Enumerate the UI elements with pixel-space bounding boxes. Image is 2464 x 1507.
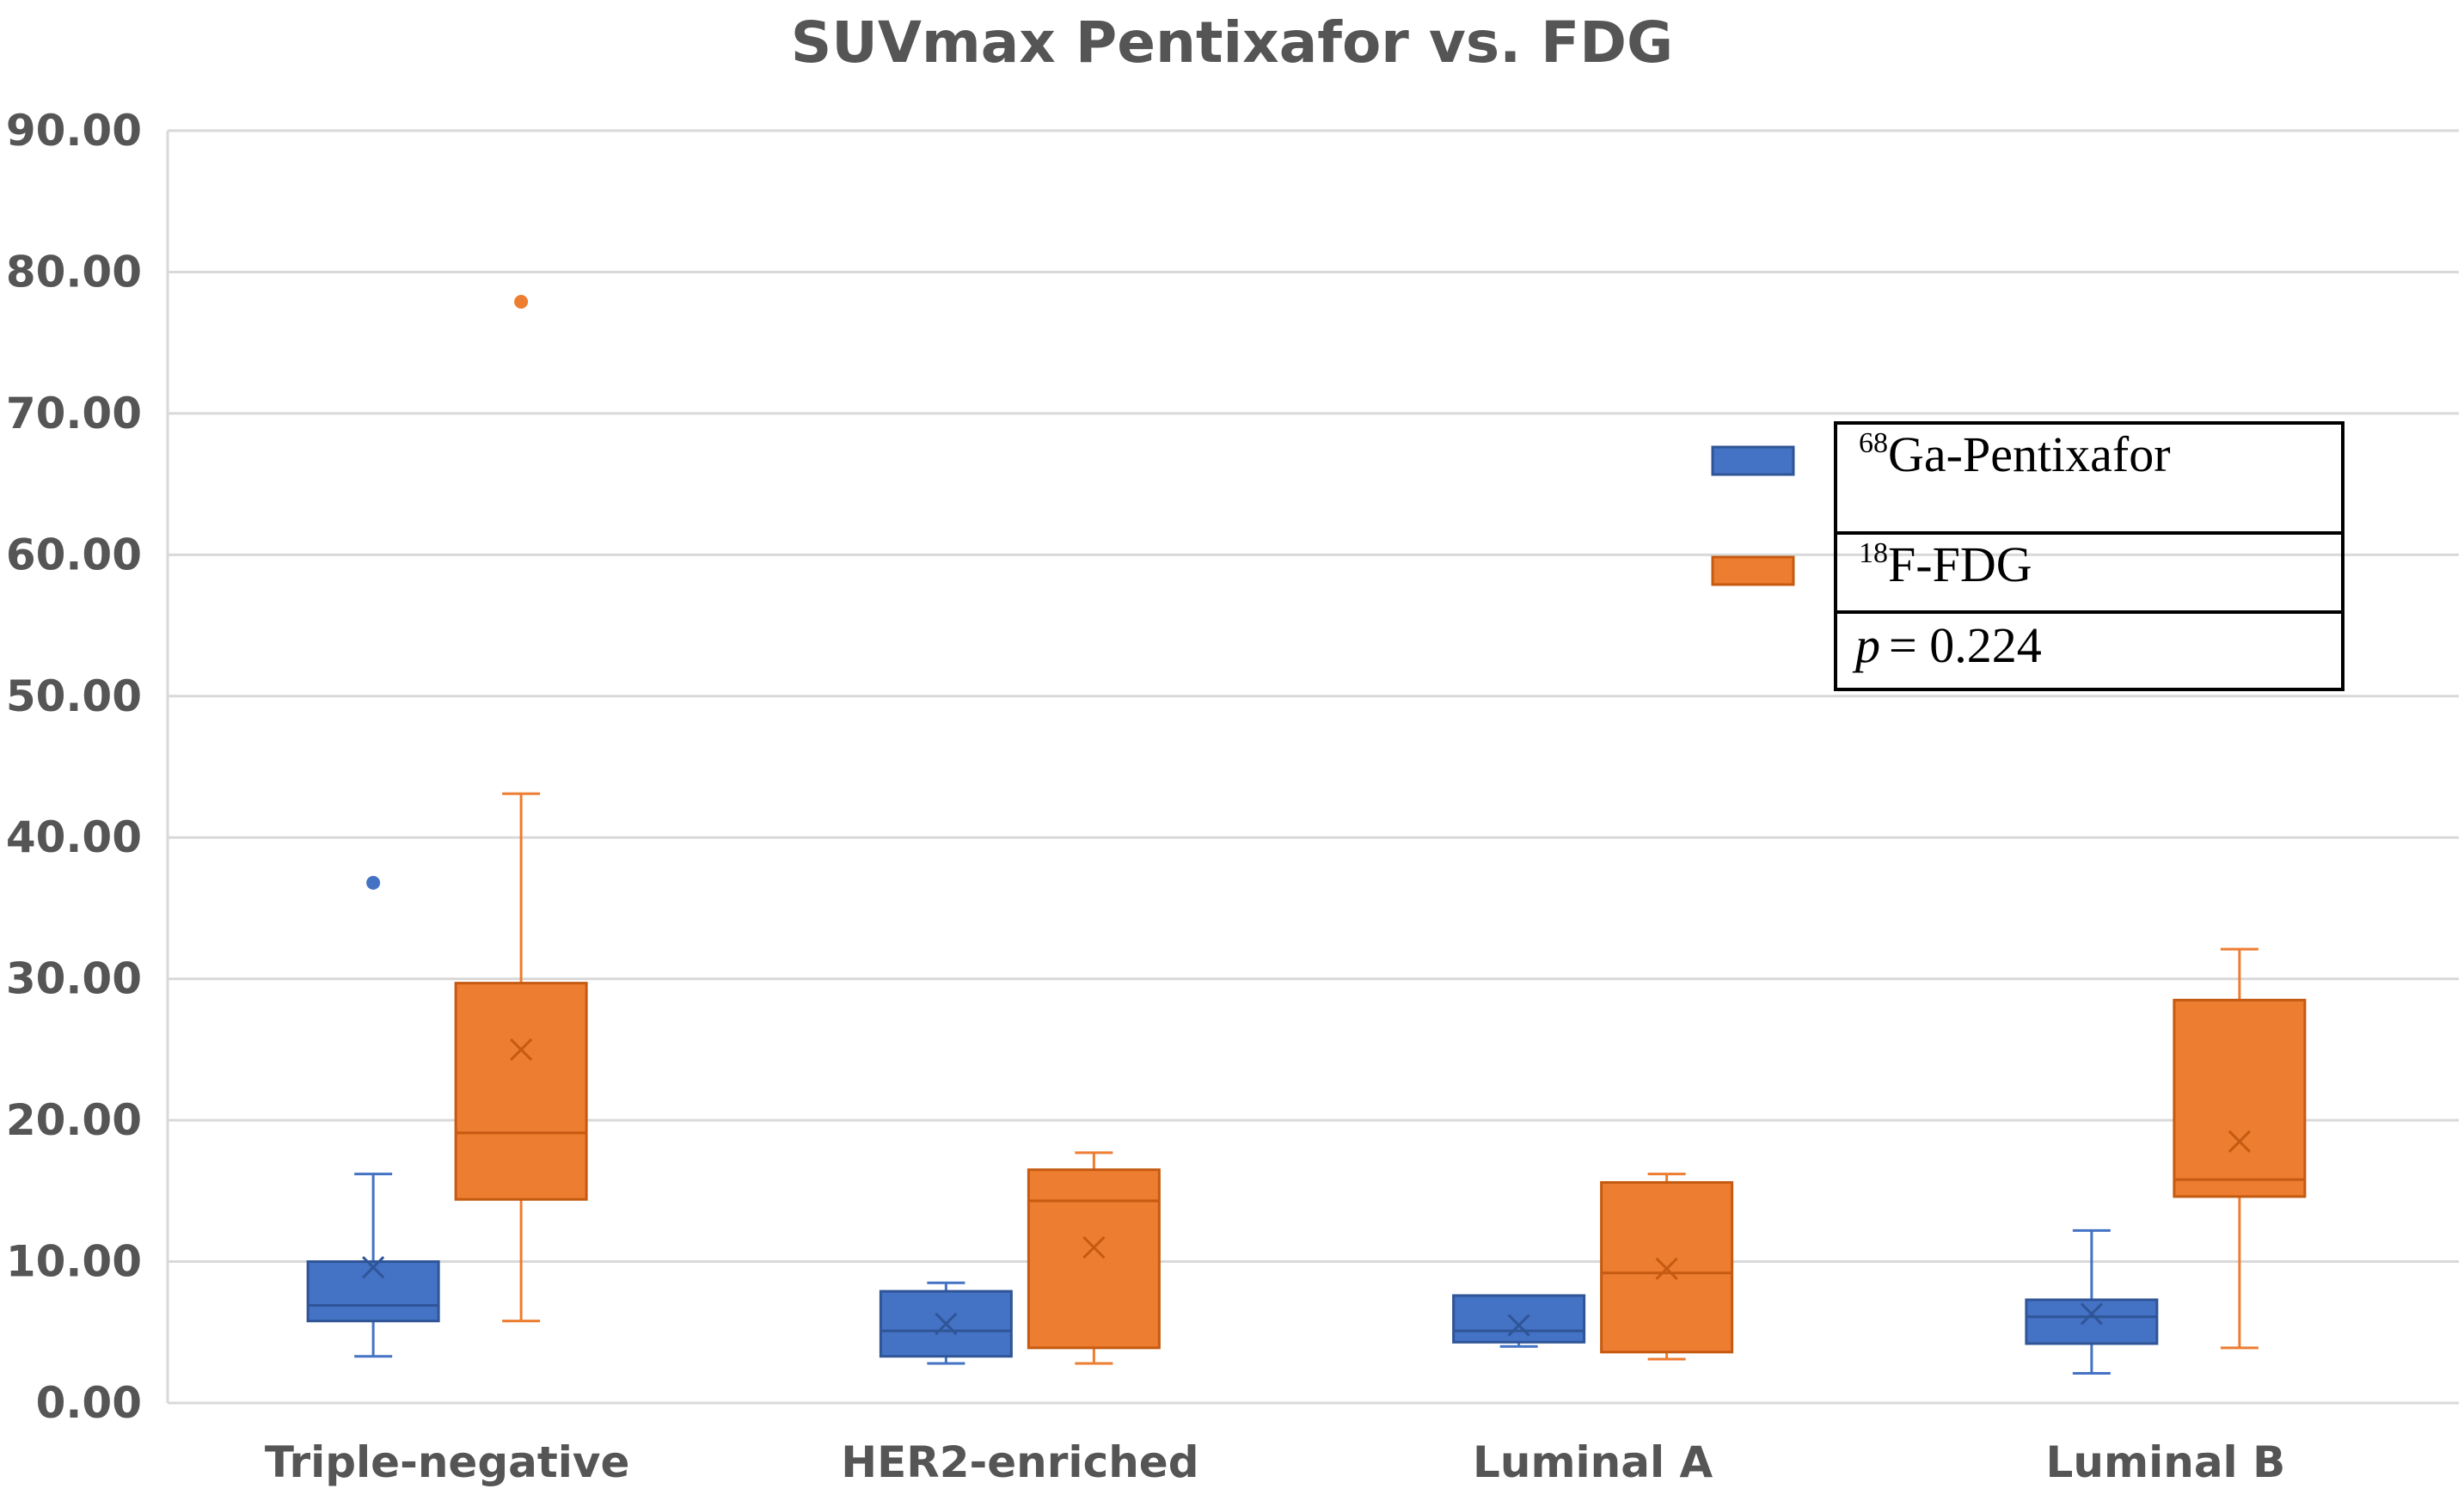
- iqr-box: [2025, 1298, 2159, 1345]
- x-tick-label: Triple-negative: [265, 1437, 630, 1487]
- legend-box: [1834, 421, 2344, 691]
- y-tick-label: 10.00: [6, 1237, 142, 1287]
- gridlines: [166, 129, 2459, 1405]
- mean-marker: [1507, 1314, 1530, 1337]
- legend: 68Ga-Pentixafor 18F-FDG p = 0.224: [1711, 421, 2344, 691]
- mean-marker: [1655, 1257, 1678, 1280]
- mean-marker: [2080, 1302, 2103, 1326]
- y-tick-label: 40.00: [6, 812, 142, 862]
- iqr-box: [1027, 1168, 1161, 1350]
- box-plot-pentixafor: [1452, 1294, 1586, 1348]
- y-tick-label: 50.00: [6, 671, 142, 721]
- mean-marker: [935, 1312, 958, 1335]
- y-tick-label: 0.00: [36, 1378, 142, 1428]
- x-tick-label: Luminal B: [2046, 1437, 2286, 1487]
- y-tick-label: 80.00: [6, 247, 142, 297]
- box-plot-fdg: [454, 294, 588, 1323]
- legend-text-pentixafor: Ga-Pentixafor: [1888, 426, 2171, 482]
- p-symbol: p: [1852, 617, 1880, 673]
- box-plot-fdg: [1027, 1151, 1161, 1365]
- iqr-box: [1452, 1294, 1586, 1344]
- legend-label-fdg: 18F-FDG: [1859, 536, 2032, 592]
- y-axis-ticks: 0.00 10.00 20.00 30.00 40.00 50.00 60.00 70.00 8…: [6, 106, 142, 1428]
- mean-marker: [362, 1256, 385, 1279]
- x-tick-label: HER2-enriched: [841, 1437, 1198, 1487]
- box-plots: [306, 294, 2307, 1375]
- outlier-point: [514, 294, 529, 309]
- legend-sup-fdg: 18: [1859, 537, 1888, 569]
- mean-marker: [2228, 1130, 2251, 1153]
- y-tick-label: 90.00: [6, 106, 142, 156]
- legend-sup-pentixafor: 68: [1859, 427, 1888, 459]
- outlier-point: [366, 875, 381, 890]
- x-tick-label: Luminal A: [1473, 1437, 1713, 1487]
- p-value-text: = 0.224: [1889, 617, 2042, 673]
- iqr-box: [879, 1290, 1013, 1358]
- legend-swatch-fdg: [1711, 555, 1795, 586]
- y-tick-label: 30.00: [6, 954, 142, 1004]
- box-plot-fdg: [1600, 1173, 1734, 1361]
- mean-marker: [510, 1038, 533, 1061]
- chart-title: SUVmax Pentixafor vs. FDG: [791, 9, 1673, 76]
- iqr-box: [2173, 998, 2307, 1198]
- box-plot-pentixafor: [879, 1281, 1013, 1365]
- legend-text-fdg: F-FDG: [1888, 536, 2032, 592]
- iqr-box: [454, 982, 588, 1201]
- box-plot-fdg: [2173, 947, 2307, 1350]
- x-axis-ticks: Triple-negative HER2-enriched Luminal A Lum…: [265, 1437, 2285, 1487]
- legend-p-value: p = 0.224: [1852, 617, 2042, 673]
- mean-marker: [1082, 1236, 1106, 1259]
- y-tick-label: 20.00: [6, 1095, 142, 1145]
- y-tick-label: 70.00: [6, 389, 142, 438]
- legend-label-pentixafor: 68Ga-Pentixafor: [1859, 426, 2171, 482]
- y-tick-label: 60.00: [6, 530, 142, 579]
- iqr-box: [306, 1260, 440, 1323]
- box-plot-pentixafor: [306, 875, 440, 1358]
- box-plot-pentixafor: [2025, 1228, 2159, 1375]
- legend-swatch-pentixafor: [1711, 445, 1795, 476]
